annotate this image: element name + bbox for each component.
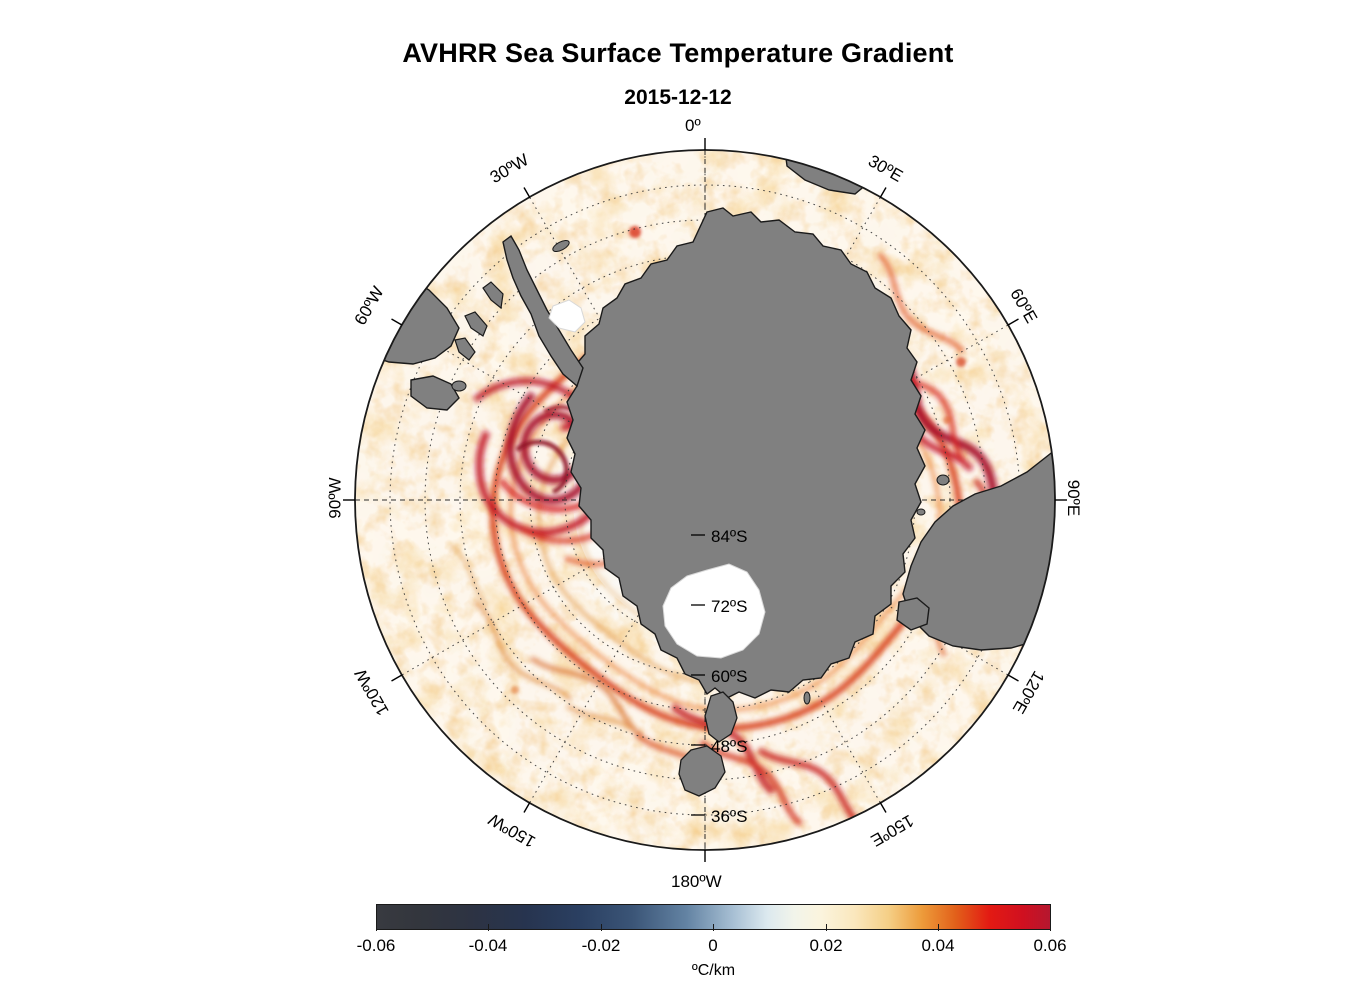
lon-label-180w: 180ºW <box>671 872 722 891</box>
colorbar-tick-0 <box>376 924 377 931</box>
lon-label-90w: 90ºW <box>325 477 345 519</box>
antarctica-landmass <box>566 207 926 699</box>
map-svg: 84ºS 72ºS 60ºS 48ºS 36ºS <box>343 138 1067 862</box>
colorbar-tick-1 <box>488 924 489 931</box>
pacific-sector-front <box>449 544 643 738</box>
page-title: AVHRR Sea Surface Temperature Gradient <box>402 38 954 68</box>
colorbar-label-0: -0.06 <box>356 936 396 955</box>
latitude-ticks <box>691 534 705 816</box>
colorbar-label-3: 0 <box>708 936 718 955</box>
colorbar[interactable]: -0.06 -0.04 -0.02 0 0.02 0.04 0.06 ºC/km <box>357 904 1067 979</box>
colorbar-tick-5 <box>938 924 939 931</box>
new-zealand-south-island <box>678 745 726 797</box>
lat-label-72s: 72ºS <box>711 597 747 616</box>
colorbar-tick-4 <box>826 924 827 931</box>
colorbar-label-2: -0.02 <box>581 936 621 955</box>
island-macquarie <box>803 691 811 705</box>
island-south-georgia <box>552 239 570 253</box>
colorbar-label-5: 0.04 <box>921 936 955 955</box>
tierra-del-fuego <box>410 375 460 411</box>
colorbar-tick-3 <box>713 924 714 931</box>
colorbar-unit-label: ºC/km <box>691 962 736 979</box>
antarctic-peninsula <box>502 234 584 388</box>
new-zealand-north-island <box>704 691 738 743</box>
ice-shelf-ronne <box>548 299 586 333</box>
lon-label-90e: 90ºE <box>1064 479 1084 517</box>
lon-label-0: 0º <box>685 116 701 135</box>
colorbar-tick-2 <box>601 924 602 931</box>
colorbar-label-6: 0.06 <box>1033 936 1067 955</box>
colorbar-label-1: -0.04 <box>468 936 508 955</box>
island-heard <box>916 508 926 516</box>
peninsula-islands <box>454 281 504 361</box>
ross-ice-shelf <box>662 563 766 659</box>
longitude-ticks <box>343 138 1067 862</box>
lat-label-84s: 84ºS <box>711 527 747 546</box>
tasmania-landmass <box>896 597 930 631</box>
lat-label-48s: 48ºS <box>711 737 747 756</box>
island-falkland <box>451 380 467 392</box>
colorbar-tick-6 <box>1050 924 1051 931</box>
lat-label-36s: 36ºS <box>711 807 747 826</box>
polar-map: 84ºS 72ºS 60ºS 48ºS 36ºS <box>326 116 1084 891</box>
latitude-labels: 84ºS 72ºS 60ºS 48ºS 36ºS <box>711 527 747 826</box>
lat-label-60s: 60ºS <box>711 667 747 686</box>
island-kerguelen <box>936 474 950 486</box>
figure-subtitle: 2015-12-12 <box>624 86 732 109</box>
colorbar-label-4: 0.02 <box>809 936 843 955</box>
